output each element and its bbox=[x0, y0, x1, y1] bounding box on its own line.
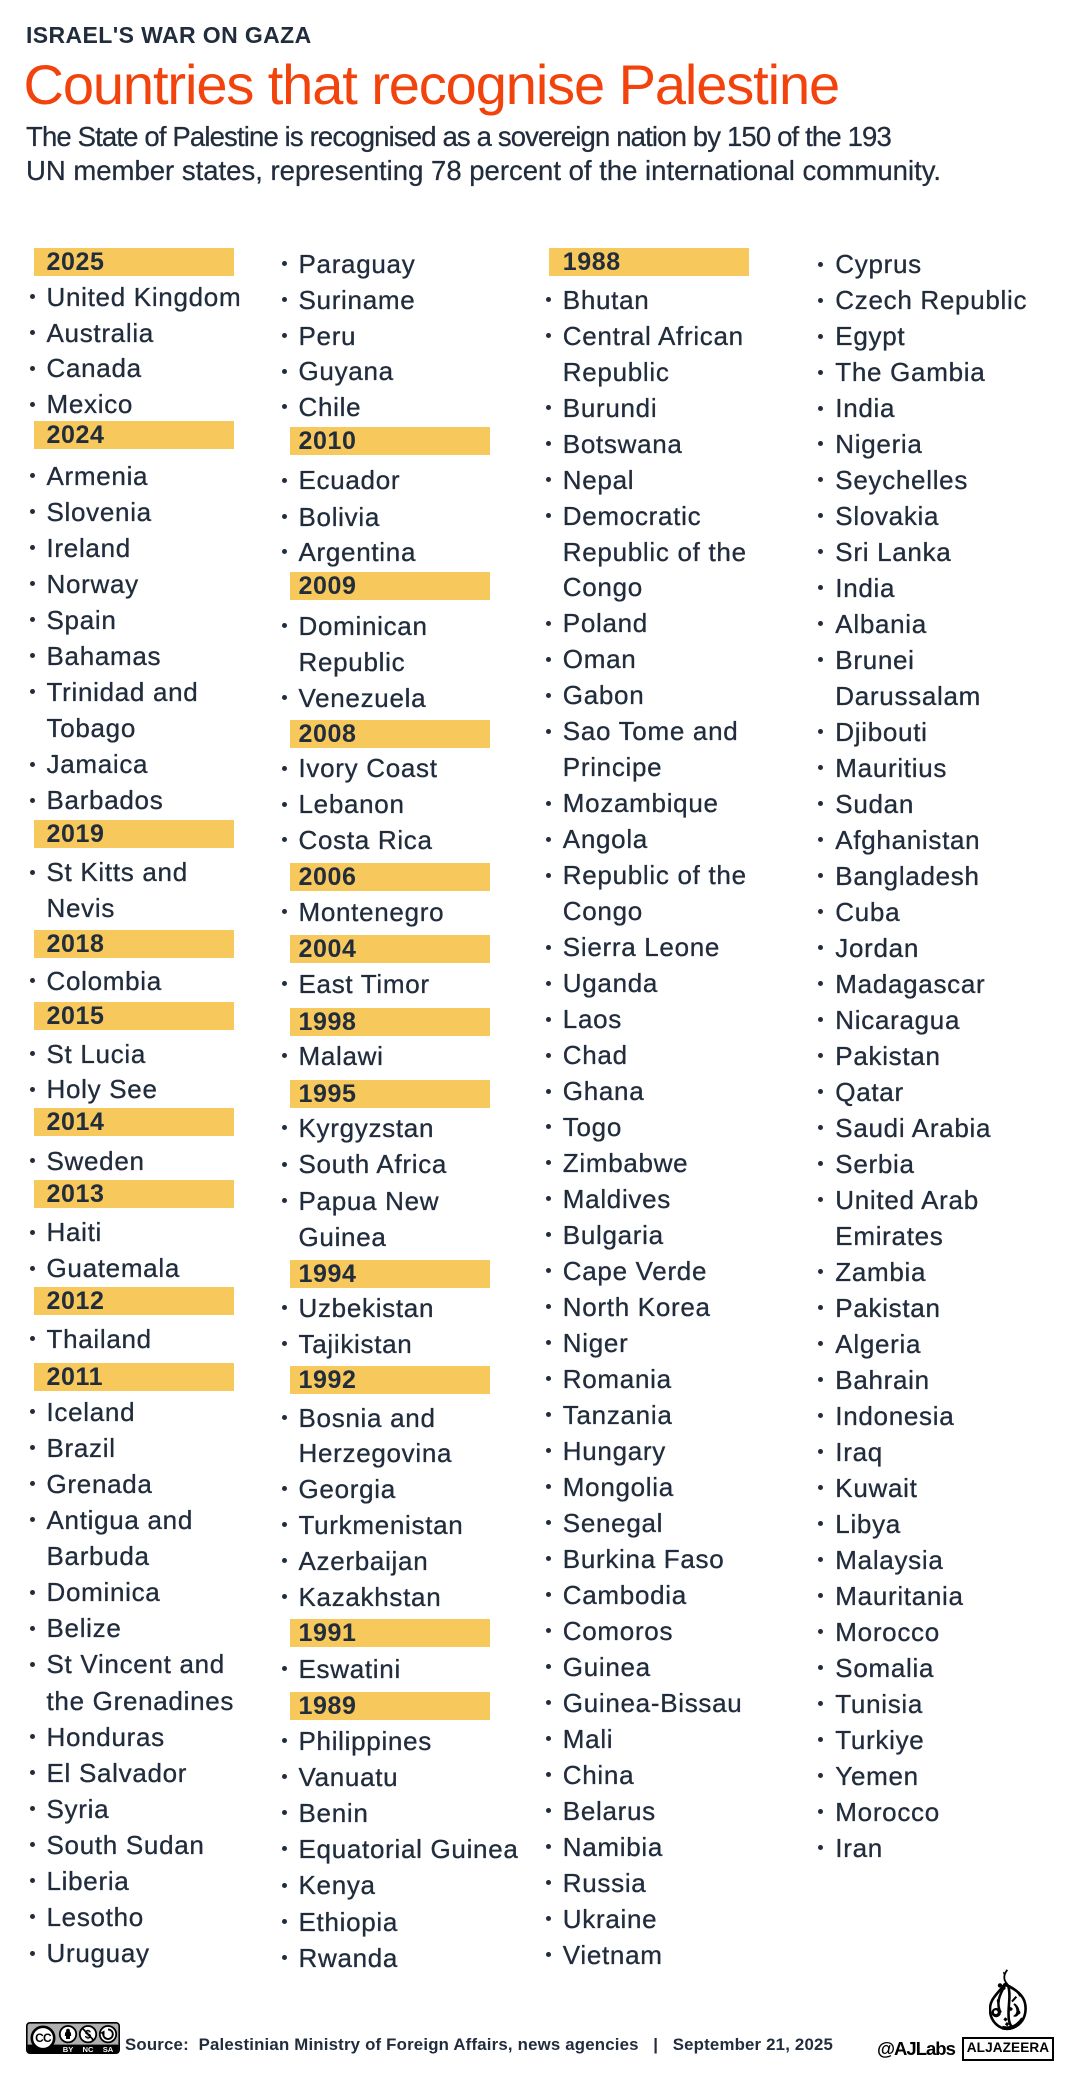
svg-text:CC: CC bbox=[35, 2031, 52, 2045]
svg-text:BY: BY bbox=[62, 2045, 73, 2054]
svg-text:NC: NC bbox=[82, 2045, 93, 2054]
svg-text:SA: SA bbox=[102, 2045, 113, 2054]
